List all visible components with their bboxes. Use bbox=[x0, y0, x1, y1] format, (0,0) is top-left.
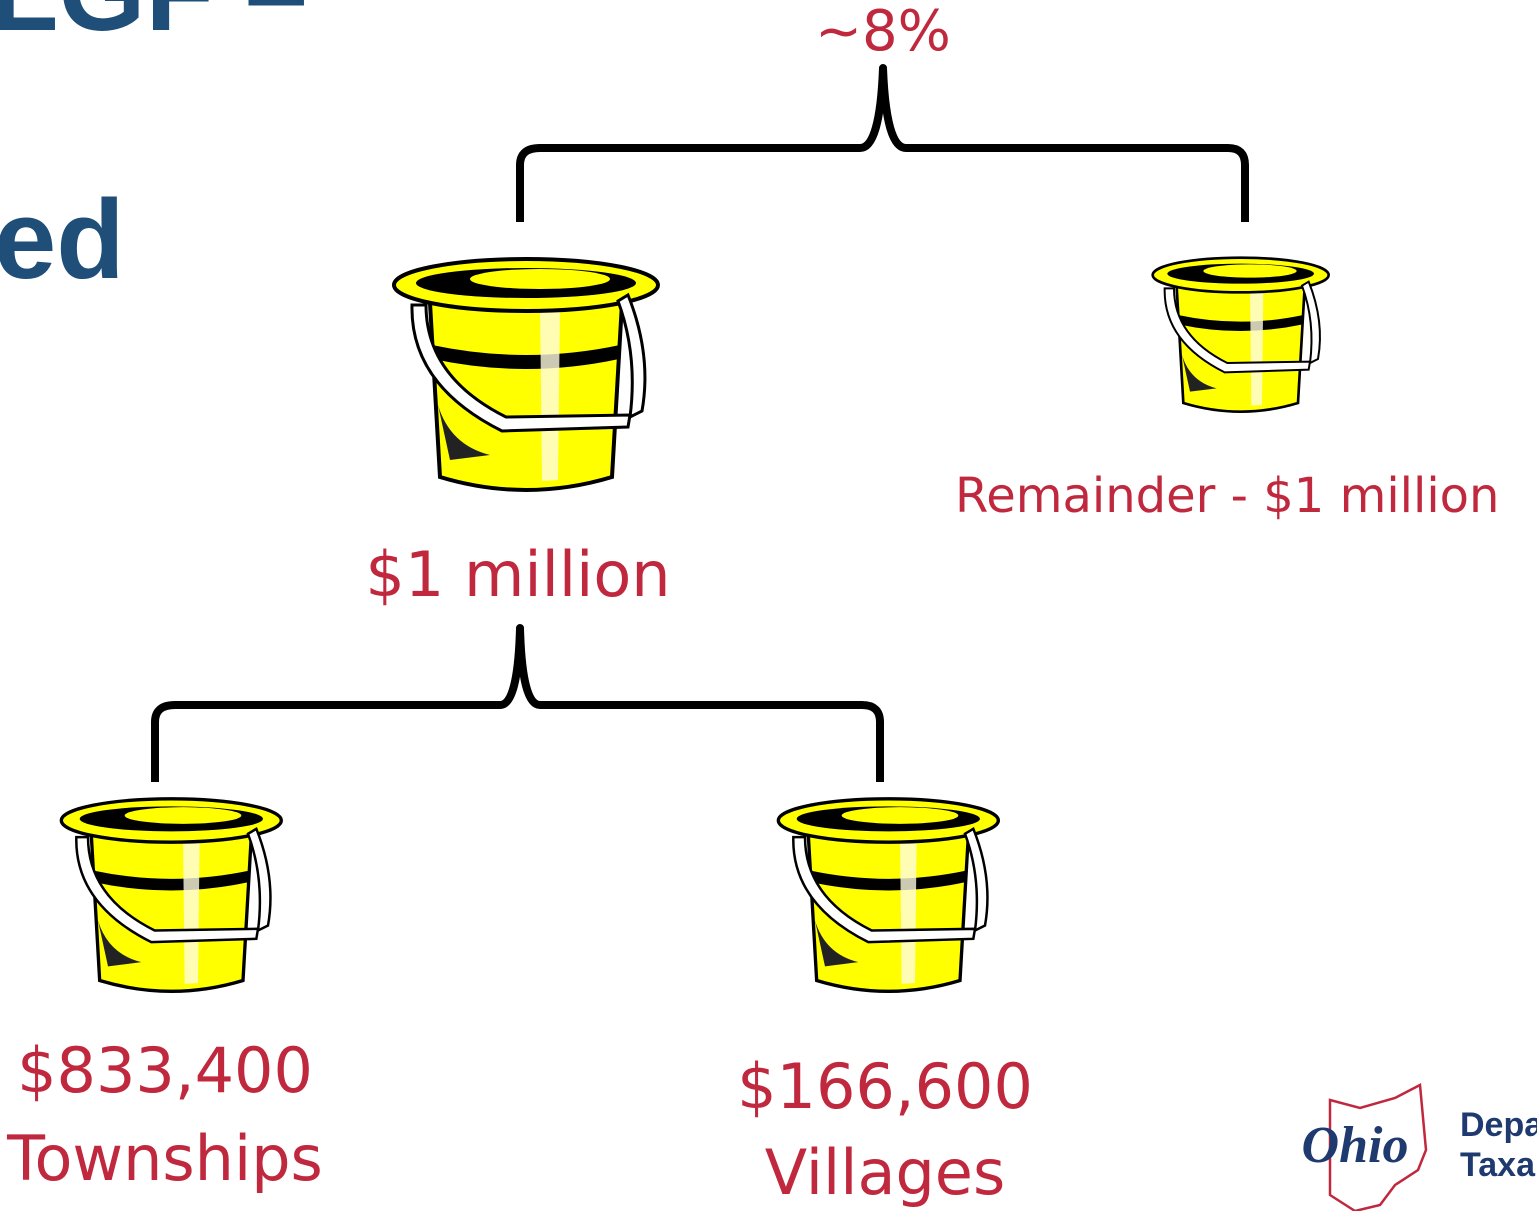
brace bbox=[520, 68, 1245, 222]
node-label: $833,400 bbox=[17, 1034, 313, 1107]
bucket bbox=[1153, 258, 1329, 412]
logo-text: Depa bbox=[1460, 1106, 1537, 1144]
slide: LGF – ed ~8% $1 million Remainder - $1 m… bbox=[0, 0, 1537, 1211]
bucket bbox=[61, 799, 281, 992]
page: {"title_fragments": ["LGF –", "ed"], "to… bbox=[0, 0, 1537, 1211]
logo: Ohio Depa Taxa bbox=[1302, 1085, 1537, 1211]
top-label: ~8% bbox=[815, 0, 951, 64]
brace bbox=[155, 628, 880, 782]
bucket bbox=[394, 259, 658, 490]
node-label: $1 million bbox=[365, 538, 670, 611]
node-label: Remainder - $1 million bbox=[955, 468, 1499, 524]
bucket bbox=[778, 799, 998, 992]
logo-script: Ohio bbox=[1302, 1117, 1409, 1174]
node-sublabel: Townships bbox=[6, 1122, 323, 1195]
node-label: $166,600 bbox=[737, 1050, 1033, 1123]
node-sublabel: Villages bbox=[765, 1136, 1006, 1209]
title-fragment: ed bbox=[0, 177, 125, 302]
logo-text: Taxa bbox=[1460, 1146, 1536, 1184]
title-fragment: LGF – bbox=[0, 0, 307, 54]
